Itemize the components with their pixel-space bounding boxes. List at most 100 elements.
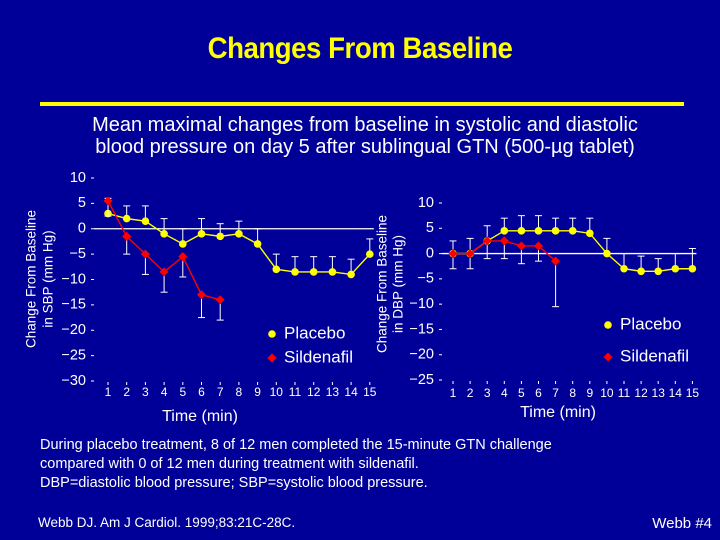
dbp-y-axis-title-2: in DBP (mm Hg) — [391, 235, 406, 333]
dbp-sildenafil-point — [448, 249, 458, 259]
sbp-xtick-label: 8 — [236, 385, 243, 399]
dbp-xtick-label: 3 — [484, 386, 491, 400]
sbp-xtick-label: 15 — [363, 385, 377, 399]
sbp-ytick-label: −30 — [61, 373, 86, 389]
slide-subtitle: Mean maximal changes from baseline in sy… — [40, 114, 690, 158]
sbp-ytick-label: −5 — [69, 246, 86, 262]
sbp-placebo-point — [216, 232, 224, 241]
sbp-sildenafil-point — [215, 295, 225, 305]
dbp-y-axis-title-1: Change From Baseline — [375, 215, 390, 353]
dbp-xtick-label: 4 — [501, 386, 508, 400]
sbp-sildenafil-point — [178, 252, 188, 262]
sbp-ytick-label: −10 — [61, 271, 86, 287]
dbp-placebo-point — [603, 249, 611, 258]
sbp-xtick-label: 3 — [142, 385, 149, 399]
subtitle-line-1: Mean maximal changes from baseline in sy… — [92, 114, 638, 136]
sbp-ytick-label: −25 — [61, 347, 86, 363]
sbp-placebo-point — [160, 230, 168, 238]
dbp-sildenafil-point — [516, 241, 526, 251]
dbp-sildenafil-point — [499, 236, 509, 246]
sbp-sildenafil-point — [140, 249, 150, 259]
dbp-placebo-point — [534, 227, 543, 235]
dbp-ytick-label: −5 — [417, 271, 434, 287]
footnote-line-2: compared with 0 of 12 men during treatme… — [40, 456, 419, 472]
dbp-legend-sildenafil-label: Sildenafil — [620, 346, 689, 365]
sbp-placebo-point — [347, 270, 355, 279]
subtitle-line-2: blood pressure on day 5 after sublingual… — [95, 136, 635, 158]
citation: Webb DJ. Am J Cardiol. 1999;83:21C-28C. — [38, 515, 296, 530]
sbp-placebo-point — [179, 240, 187, 248]
sbp-sildenafil-point — [159, 267, 169, 277]
sbp-xtick-label: 10 — [270, 385, 284, 399]
dbp-xtick-label: 12 — [634, 386, 648, 400]
sbp-xtick-label: 9 — [254, 385, 261, 399]
sbp-ytick-label: 5 — [78, 195, 86, 211]
sbp-legend-sildenafil-marker — [267, 353, 277, 363]
sbp-xtick-label: 11 — [289, 385, 302, 399]
sbp-placebo-point — [328, 268, 337, 276]
dbp-xtick-label: 1 — [450, 386, 457, 400]
sbp-sildenafil-point — [197, 290, 206, 300]
footnote: During placebo treatment, 8 of 12 men co… — [40, 436, 680, 493]
dbp-placebo-point — [654, 267, 662, 276]
dbp-x-axis-title: Time (min) — [520, 404, 596, 421]
sbp-xtick-label: 1 — [105, 385, 112, 399]
dbp-placebo-point — [517, 227, 526, 235]
sbp-ytick-label: −15 — [61, 297, 86, 313]
sbp-ytick-label: 0 — [78, 221, 86, 237]
dbp-placebo-point — [637, 267, 645, 276]
sbp-placebo-point — [235, 230, 243, 238]
dbp-xtick-label: 15 — [686, 386, 700, 400]
sbp-placebo-point — [197, 230, 206, 238]
sbp-legend-placebo-marker — [268, 330, 276, 338]
dbp-xtick-label: 7 — [552, 386, 559, 400]
sbp-x-axis-title: Time (min) — [162, 408, 238, 425]
dbp-xtick-label: 14 — [669, 386, 683, 400]
sbp-sildenafil-point — [103, 196, 113, 206]
sbp-xtick-label: 4 — [161, 385, 168, 399]
sbp-xtick-label: 5 — [179, 385, 186, 399]
dbp-placebo-point — [586, 229, 594, 238]
dbp-placebo-line — [453, 230, 693, 272]
sbp-placebo-point — [309, 268, 318, 276]
dbp-xtick-label: 5 — [518, 386, 525, 400]
sbp-placebo-point — [272, 265, 281, 274]
slide-title: Changes From Baseline — [207, 32, 513, 65]
sbp-placebo-point — [253, 240, 262, 248]
dbp-xtick-label: 8 — [569, 386, 576, 400]
sbp-placebo-point — [366, 250, 374, 258]
dbp-ytick-label: 10 — [418, 195, 434, 211]
dbp-sildenafil-point — [534, 241, 543, 251]
sbp-placebo-point — [141, 217, 150, 225]
slide-number: Webb #4 — [652, 515, 712, 532]
sbp-placebo-point — [122, 214, 131, 223]
dbp-xtick-label: 11 — [618, 386, 631, 400]
dbp-ytick-label: −15 — [409, 321, 434, 337]
sbp-xtick-label: 13 — [326, 385, 340, 399]
sbp-xtick-label: 6 — [198, 385, 205, 399]
dbp-ytick-label: 0 — [426, 245, 434, 261]
dbp-sildenafil-point — [551, 256, 561, 266]
footnote-line-3: DBP=diastolic blood pressure; SBP=systol… — [40, 475, 428, 491]
dbp-ytick-label: −20 — [409, 347, 434, 363]
dbp-ytick-label: 5 — [426, 220, 434, 236]
footnote-line-1: During placebo treatment, 8 of 12 men co… — [40, 437, 552, 453]
sbp-xtick-label: 2 — [123, 385, 130, 399]
dbp-placebo-point — [500, 227, 509, 235]
dbp-xtick-label: 9 — [586, 386, 593, 400]
sbp-placebo-point — [291, 268, 299, 276]
dbp-xtick-label: 13 — [652, 386, 666, 400]
sbp-sildenafil-point — [122, 231, 132, 241]
dbp-placebo-point — [551, 227, 560, 235]
dbp-ytick-label: −25 — [409, 372, 434, 388]
sbp-ytick-label: 10 — [70, 170, 86, 186]
dbp-legend-placebo-marker — [604, 321, 612, 329]
sbp-y-axis-title-2: in SBP (mm Hg) — [41, 230, 56, 327]
dbp-ytick-label: −10 — [409, 296, 434, 312]
dbp-xtick-label: 2 — [467, 386, 474, 400]
sbp-xtick-label: 14 — [344, 385, 358, 399]
dbp-placebo-point — [620, 264, 628, 273]
sbp-ytick-label: −20 — [61, 322, 86, 338]
dbp-xtick-label: 6 — [535, 386, 542, 400]
